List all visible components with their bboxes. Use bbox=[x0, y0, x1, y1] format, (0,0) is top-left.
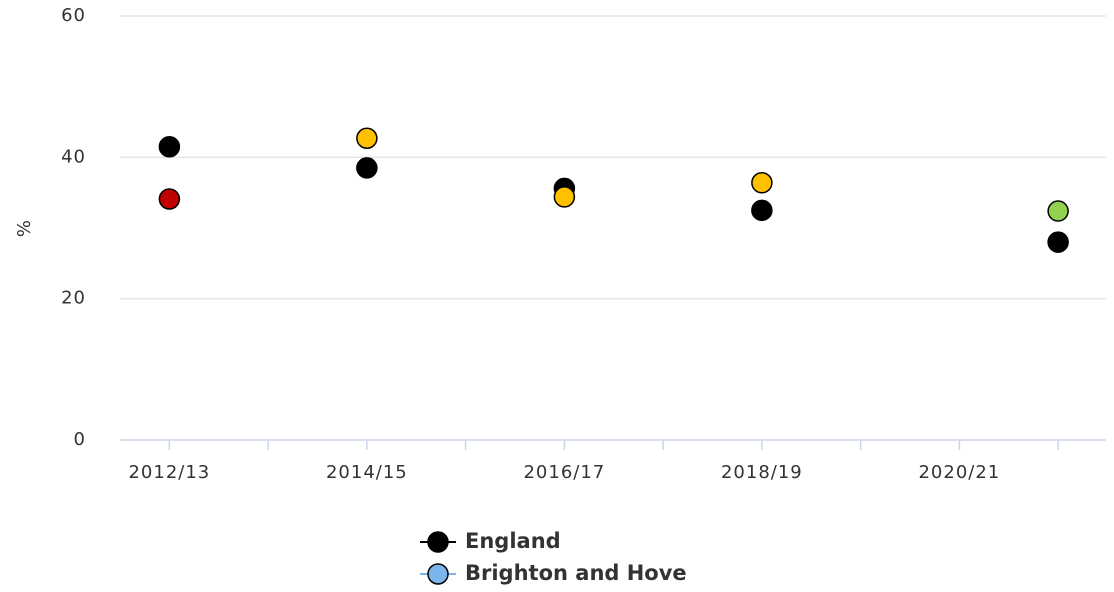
y-tick-label: 40 bbox=[61, 146, 86, 167]
point bbox=[1047, 200, 1069, 222]
point bbox=[356, 157, 378, 179]
point bbox=[751, 199, 773, 222]
point bbox=[751, 172, 773, 194]
y-tick-label: 0 bbox=[74, 429, 86, 450]
point bbox=[1047, 231, 1069, 253]
legend-symbol bbox=[427, 531, 449, 553]
x-tick-label: 2018/19 bbox=[721, 462, 803, 483]
legend-symbol bbox=[427, 563, 449, 585]
point bbox=[553, 186, 576, 208]
point bbox=[158, 188, 181, 210]
x-tick-label: 2012/13 bbox=[128, 462, 210, 483]
legend-label: England bbox=[465, 529, 561, 553]
y-axis-label: % bbox=[14, 219, 35, 237]
x-tick-label: 2014/15 bbox=[326, 462, 408, 483]
point bbox=[158, 135, 181, 158]
point bbox=[356, 127, 378, 150]
y-tick-label: 20 bbox=[61, 288, 86, 309]
x-tick-label: 2016/17 bbox=[523, 462, 605, 483]
y-tick-label: 60 bbox=[61, 5, 86, 26]
legend-label: Brighton and Hove bbox=[465, 561, 687, 585]
x-tick-label: 2020/21 bbox=[918, 462, 1000, 483]
